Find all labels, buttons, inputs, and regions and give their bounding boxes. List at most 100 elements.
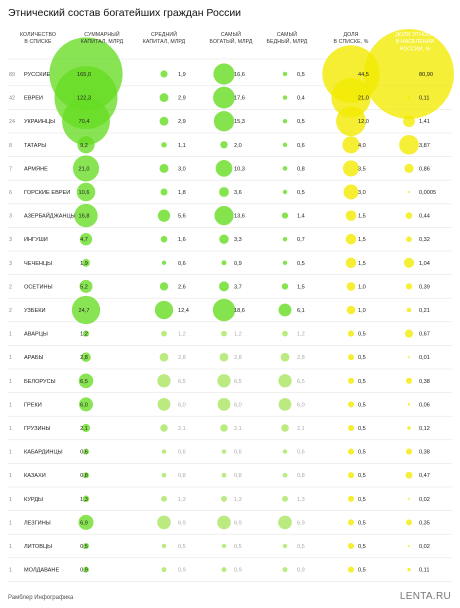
value-share-pop: 0,01 xyxy=(419,355,430,361)
bubble-total-capital xyxy=(79,397,93,412)
row-ethnicity: УКРАИНЦЫ xyxy=(24,119,55,125)
value-total-capital: 0,9 xyxy=(80,568,88,574)
bubble-layer xyxy=(49,29,454,573)
column-header-count: КОЛИЧЕСТВО xyxy=(20,32,56,38)
bubble-richest xyxy=(220,424,228,432)
row-ethnicity: ГРУЗИНЫ xyxy=(24,426,51,432)
bubble-total-capital xyxy=(74,203,98,228)
value-richest: 15,3 xyxy=(234,119,245,125)
value-share-pop: 0,12 xyxy=(419,426,430,432)
row-count: 6 xyxy=(9,190,12,196)
row-ethnicity: ГОРСКИЕ ЕВРЕИ xyxy=(24,190,70,196)
bubble-poorest xyxy=(282,95,288,100)
bubble-poorest xyxy=(282,189,288,195)
bubble-share-list xyxy=(331,77,371,118)
bubble-share-pop xyxy=(403,257,415,268)
value-richest: 2,8 xyxy=(234,355,242,361)
row-ethnicity: АЗЕРБАЙДЖАНЦЫ xyxy=(24,212,76,220)
bubble-avg-capital xyxy=(159,93,169,103)
value-total-capital: 24,7 xyxy=(79,308,90,314)
bubble-share-pop xyxy=(408,191,410,193)
bubble-share-pop xyxy=(408,545,410,547)
bubble-avg-capital xyxy=(154,300,174,320)
bubble-share-list xyxy=(342,160,360,177)
bubble-richest xyxy=(217,398,231,411)
bubble-avg-capital xyxy=(157,515,171,530)
value-richest: 6,0 xyxy=(234,402,242,408)
bubble-total-capital xyxy=(82,495,90,503)
row-count: 1 xyxy=(9,544,12,550)
value-richest: 16,6 xyxy=(234,72,245,78)
row-ethnicity: ИНГУШИ xyxy=(24,237,48,243)
value-share-pop: 0,86 xyxy=(419,166,430,172)
bubble-avg-capital xyxy=(161,567,167,573)
value-poorest: 6,5 xyxy=(297,379,305,385)
bubble-share-pop xyxy=(399,134,419,155)
bubble-total-capital xyxy=(71,295,101,325)
value-poorest: 1,5 xyxy=(297,284,305,290)
bubble-share-list xyxy=(346,305,356,315)
value-share-pop: 1,41 xyxy=(419,119,430,125)
value-share-pop: 0,38 xyxy=(419,379,430,385)
bubble-share-pop xyxy=(408,497,410,500)
value-avg-capital: 2,6 xyxy=(178,284,186,290)
bubble-share-pop xyxy=(406,307,412,313)
value-share-list: 1,5 xyxy=(358,261,366,267)
row-ethnicity: МОЛДАВАНЕ xyxy=(24,568,59,574)
bubble-poorest xyxy=(278,374,292,388)
value-share-pop: 0,06 xyxy=(419,402,430,408)
value-avg-capital: 0,6 xyxy=(178,450,186,456)
value-avg-capital: 0,9 xyxy=(178,568,186,574)
value-poorest: 0,5 xyxy=(297,544,305,550)
row-ethnicity: ТАТАРЫ xyxy=(24,143,46,149)
bubble-share-pop xyxy=(406,519,412,526)
bubble-richest xyxy=(213,63,235,85)
value-poorest: 0,4 xyxy=(297,96,305,102)
value-share-list: 21,0 xyxy=(358,96,369,102)
bubble-avg-capital xyxy=(157,209,171,222)
value-total-capital: 9,2 xyxy=(80,143,88,149)
column-header-richest: САМЫЙ xyxy=(221,30,241,38)
bubble-share-list xyxy=(347,566,355,573)
row-count: 2 xyxy=(9,308,12,314)
value-avg-capital: 2,8 xyxy=(178,355,186,361)
bubble-richest xyxy=(219,352,229,362)
value-richest: 1,3 xyxy=(234,497,242,503)
chart-title: Этнический состав богатейших граждан Рос… xyxy=(8,7,241,19)
value-richest: 2,1 xyxy=(234,426,242,432)
bubble-avg-capital xyxy=(159,163,169,173)
value-share-list: 0,5 xyxy=(358,568,366,574)
bubble-poorest xyxy=(281,212,289,219)
row-ethnicity: ЕВРЕИ xyxy=(24,96,43,102)
bubble-richest xyxy=(221,495,227,502)
value-richest: 2,0 xyxy=(234,143,242,149)
row-count: 1 xyxy=(9,426,12,432)
bubble-total-capital xyxy=(83,566,89,573)
footer-source: Рамблер Инфографика xyxy=(8,595,74,601)
bubble-richest xyxy=(221,472,227,478)
value-avg-capital: 6,9 xyxy=(178,520,186,526)
bubble-share-list xyxy=(345,257,357,269)
bubble-share-list xyxy=(347,519,355,526)
value-avg-capital: 1,8 xyxy=(178,190,186,196)
value-total-capital: 1,2 xyxy=(80,332,88,338)
value-poorest: 0,5 xyxy=(297,72,305,78)
bubble-total-capital xyxy=(76,182,96,202)
bubble-richest xyxy=(213,111,235,132)
value-poorest: 0,5 xyxy=(297,261,305,267)
row-count: 1 xyxy=(9,450,12,456)
bubble-poorest xyxy=(278,398,292,411)
value-total-capital: 122,3 xyxy=(77,96,91,102)
value-richest: 17,6 xyxy=(234,96,245,102)
column-header-poorest: БЕДНЫЙ, МЛРД xyxy=(267,37,308,45)
value-share-pop: 3,87 xyxy=(419,143,430,149)
bubble-avg-capital xyxy=(161,142,167,148)
bubble-avg-capital xyxy=(157,398,171,411)
value-share-pop: 0,67 xyxy=(419,332,430,338)
row-ethnicity: ЛЕЗГИНЫ xyxy=(24,520,51,526)
value-avg-capital: 1,9 xyxy=(178,72,186,78)
value-richest: 0,5 xyxy=(234,544,242,550)
row-ethnicity: ГРЕКИ xyxy=(24,402,42,408)
bubble-total-capital xyxy=(83,472,89,479)
